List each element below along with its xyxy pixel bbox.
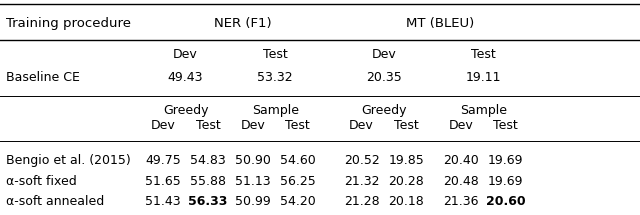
Text: Dev: Dev (241, 119, 265, 132)
Text: 19.11: 19.11 (465, 71, 501, 84)
Text: NER (F1): NER (F1) (214, 17, 272, 30)
Text: 21.36: 21.36 (443, 195, 479, 208)
Text: 54.83: 54.83 (190, 154, 226, 167)
Text: 51.13: 51.13 (235, 175, 271, 188)
Text: 54.20: 54.20 (280, 195, 316, 208)
Text: 56.33: 56.33 (188, 195, 228, 208)
Text: 20.60: 20.60 (486, 195, 525, 208)
Text: Dev: Dev (349, 119, 374, 132)
Text: Sample: Sample (460, 104, 507, 117)
Text: 20.40: 20.40 (443, 154, 479, 167)
Text: 19.69: 19.69 (488, 175, 524, 188)
Text: 53.32: 53.32 (257, 71, 293, 84)
Text: Bengio et al. (2015): Bengio et al. (2015) (6, 154, 131, 167)
Text: 55.88: 55.88 (190, 175, 226, 188)
Text: Test: Test (394, 119, 419, 132)
Text: Baseline CE: Baseline CE (6, 71, 80, 84)
Text: Test: Test (196, 119, 220, 132)
Text: Test: Test (263, 48, 287, 61)
Text: 50.90: 50.90 (235, 154, 271, 167)
Text: Test: Test (471, 48, 495, 61)
Text: 56.25: 56.25 (280, 175, 316, 188)
Text: 19.85: 19.85 (388, 154, 424, 167)
Text: 51.65: 51.65 (145, 175, 181, 188)
Text: Dev: Dev (151, 119, 175, 132)
Text: Dev: Dev (372, 48, 396, 61)
Text: α-soft fixed: α-soft fixed (6, 175, 77, 188)
Text: 49.75: 49.75 (145, 154, 181, 167)
Text: 20.35: 20.35 (366, 71, 402, 84)
Text: Training procedure: Training procedure (6, 17, 131, 30)
Text: Greedy: Greedy (361, 104, 407, 117)
Text: 20.52: 20.52 (344, 154, 380, 167)
Text: 21.28: 21.28 (344, 195, 380, 208)
Text: 20.18: 20.18 (388, 195, 424, 208)
Text: 54.60: 54.60 (280, 154, 316, 167)
Text: 20.28: 20.28 (388, 175, 424, 188)
Text: 20.48: 20.48 (443, 175, 479, 188)
Text: Test: Test (285, 119, 310, 132)
Text: 50.99: 50.99 (235, 195, 271, 208)
Text: MT (BLEU): MT (BLEU) (406, 17, 474, 30)
Text: Greedy: Greedy (163, 104, 209, 117)
Text: α-soft annealed: α-soft annealed (6, 195, 105, 208)
Text: Sample: Sample (252, 104, 299, 117)
Text: 21.32: 21.32 (344, 175, 380, 188)
Text: Dev: Dev (449, 119, 473, 132)
Text: 49.43: 49.43 (168, 71, 204, 84)
Text: Dev: Dev (173, 48, 198, 61)
Text: 51.43: 51.43 (145, 195, 181, 208)
Text: 19.69: 19.69 (488, 154, 524, 167)
Text: Test: Test (493, 119, 518, 132)
